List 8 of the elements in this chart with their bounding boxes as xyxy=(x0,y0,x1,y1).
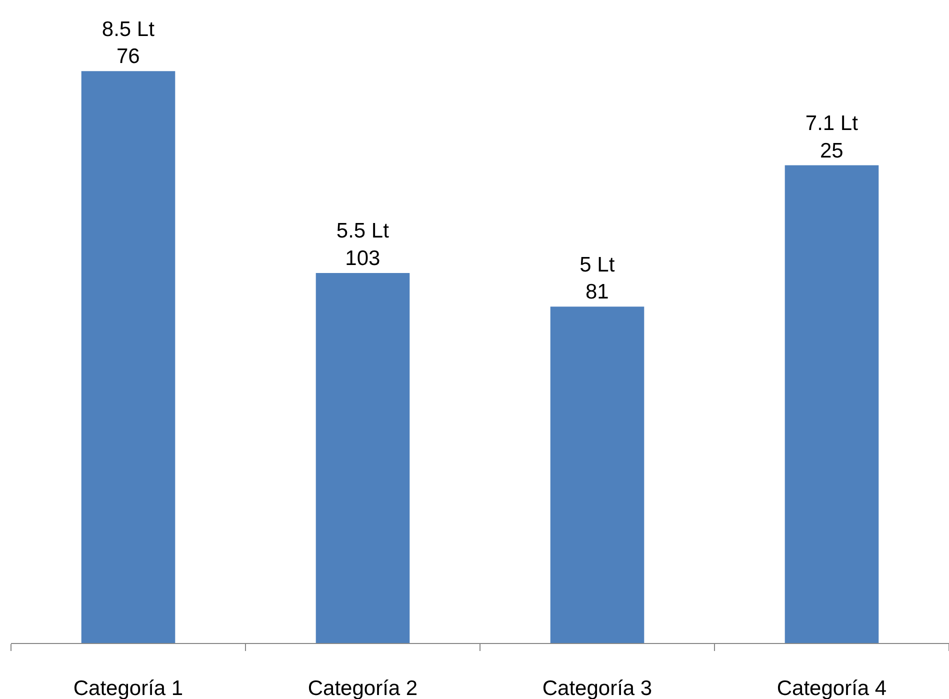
bar xyxy=(316,272,410,643)
data-label: 5.5 Lt 103 xyxy=(336,220,390,270)
data-label: 5 Lt 81 xyxy=(580,253,615,304)
bar xyxy=(550,306,644,643)
data-label: 7.1 Lt 25 xyxy=(805,112,858,162)
data-label: 8.5 Lt 76 xyxy=(102,18,155,68)
bar xyxy=(784,165,879,643)
bar xyxy=(81,71,176,643)
